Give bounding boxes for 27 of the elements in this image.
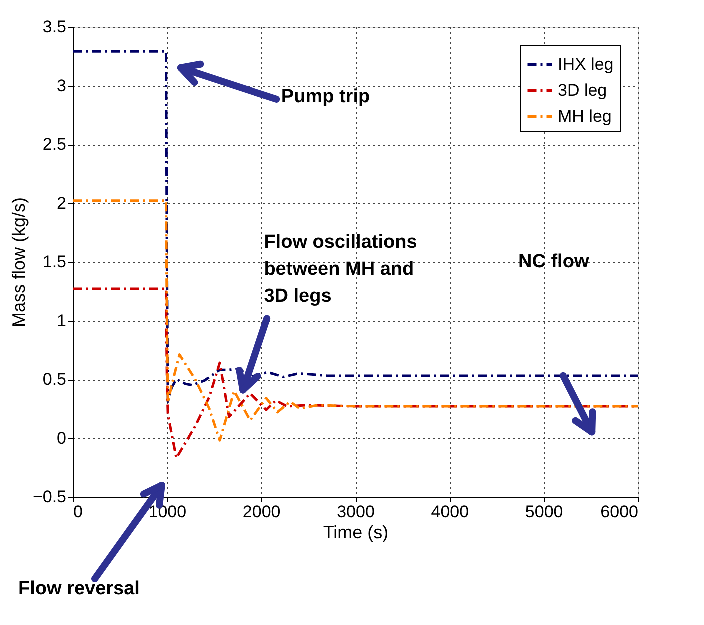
line-series — [72, 200, 640, 442]
x-tick-label: 5000 — [525, 502, 564, 522]
annotation: Pump trip — [281, 86, 370, 108]
legend-label: 3D leg — [558, 81, 608, 100]
y-tick-label: 2 — [57, 194, 66, 213]
x-tick-label: 1000 — [148, 502, 187, 522]
annotation: NC flow — [518, 252, 590, 273]
y-tick-label: −0.5 — [32, 488, 66, 506]
x-tick-label: 3000 — [337, 502, 375, 522]
x-tick-label: 0 — [74, 502, 83, 522]
annotation: Flow oscillations between MH and 3D legs — [264, 232, 418, 307]
x-axis-title: Time (s) — [323, 522, 389, 542]
y-tick-label: 3 — [57, 76, 66, 96]
line-series — [72, 50, 640, 404]
y-tick-label: 2.5 — [42, 135, 66, 154]
y-tick-label: 1 — [57, 311, 66, 330]
x-tick-label: 2000 — [242, 502, 281, 522]
text: Flow reversal — [18, 578, 140, 600]
legend-label: IHX leg — [558, 55, 614, 74]
y-tick-label: 0.5 — [42, 370, 66, 389]
y-axis-title: Mass flow (kg/s) — [8, 197, 29, 328]
x-tick-label: 6000 — [600, 502, 638, 522]
y-tick-label: 1.5 — [42, 252, 66, 272]
x-tick-label: 4000 — [431, 502, 470, 522]
y-tick-label: 0 — [57, 428, 66, 448]
y-tick-label: 3.5 — [42, 18, 66, 36]
legend-label: MH leg — [558, 107, 612, 126]
